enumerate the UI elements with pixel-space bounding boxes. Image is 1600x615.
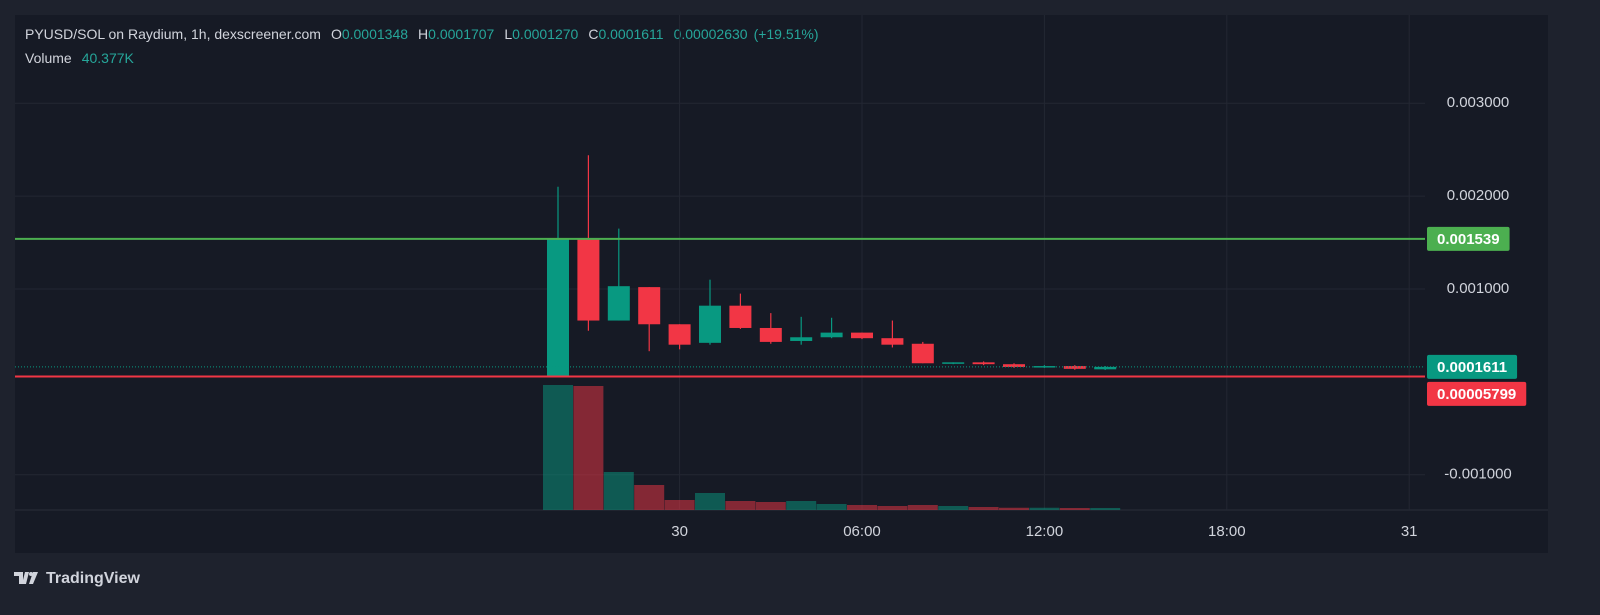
chart-pane [15, 15, 1548, 553]
volume-bar [1090, 507, 1121, 510]
legend-value: 0.0001270 [512, 26, 578, 42]
legend-value: 0.0001611 [598, 26, 663, 42]
volume-bar [755, 502, 786, 510]
legend-value: 0.0001707 [428, 26, 494, 42]
candles [547, 155, 1117, 377]
candle-body [547, 238, 569, 377]
grid [15, 15, 1425, 510]
price-tag-label: 0.0001611 [1437, 359, 1507, 376]
candle-body [759, 327, 782, 342]
volume-bar [816, 504, 847, 510]
y-tick-label: -0.001000 [1444, 466, 1512, 483]
x-tick-label: 18:00 [1208, 523, 1246, 540]
price-tag [1427, 354, 1518, 379]
price-tag-label: 0.001539 [1437, 231, 1500, 248]
candle-body [638, 287, 661, 325]
candle-body [881, 338, 904, 345]
volume-bar [999, 507, 1029, 510]
candle-body [1063, 366, 1086, 369]
volume-bar [725, 501, 756, 510]
legend-key: L [504, 26, 512, 42]
candle-body [851, 332, 873, 339]
volume-bars [543, 385, 1121, 510]
x-tick-label: 31 [1401, 523, 1418, 540]
volume-bar [634, 485, 665, 510]
candle-body [1003, 364, 1025, 367]
x-tick-label: 12:00 [1026, 523, 1064, 540]
volume-bar [664, 500, 695, 510]
candle-body [668, 324, 691, 345]
volume-label: Volume [25, 50, 72, 66]
volume-bar [786, 501, 817, 510]
chart-header: PYUSD/SOL on Raydium, 1h, dexscreener.co… [25, 26, 819, 42]
volume-bar [938, 506, 969, 510]
candle-body [820, 332, 843, 338]
x-tick-label: 06:00 [843, 523, 881, 540]
brand: TradingView [46, 570, 141, 587]
candle-body [729, 305, 752, 328]
volume-header: Volume 40.377K [25, 50, 135, 66]
y-tick-label: 0.001000 [1447, 280, 1510, 297]
y-tick-label: 0.002000 [1447, 187, 1510, 204]
volume-bar [1029, 507, 1060, 510]
x-tick-label: 30 [671, 523, 688, 540]
y-tick-label: 0.003000 [1447, 94, 1510, 111]
candle-body [972, 362, 995, 365]
candle-body [699, 305, 721, 343]
volume-bar [877, 506, 908, 510]
legend-change-pct: (+19.51%) [754, 26, 819, 42]
volume-bar [1059, 508, 1090, 510]
volume-bar [695, 493, 725, 510]
candle-body [911, 343, 934, 364]
volume-bar [603, 472, 634, 510]
volume-bar [543, 385, 573, 510]
candle-body [790, 337, 813, 341]
legend-key: H [418, 26, 428, 42]
volume-bar [573, 386, 604, 510]
chart-title: PYUSD/SOL on Raydium, 1h, dexscreener.co… [25, 26, 321, 42]
price-tag [1427, 381, 1527, 406]
volume-value: 40.377K [82, 50, 135, 66]
candle-body [577, 238, 600, 321]
volume-bar [847, 505, 877, 510]
legend-change: 0.00002630 [674, 26, 748, 42]
candle-body [607, 286, 630, 321]
legend-value: 0.0001348 [342, 26, 408, 42]
brand-logo [14, 572, 38, 584]
candle-body [942, 362, 965, 364]
volume-bar [907, 505, 938, 510]
price-tag [1427, 226, 1510, 251]
price-tag-label: 0.00005799 [1437, 386, 1516, 403]
legend-key: O [331, 26, 342, 42]
candle-body [1094, 366, 1117, 370]
legend-key: C [588, 26, 598, 42]
volume-bar [968, 507, 999, 510]
